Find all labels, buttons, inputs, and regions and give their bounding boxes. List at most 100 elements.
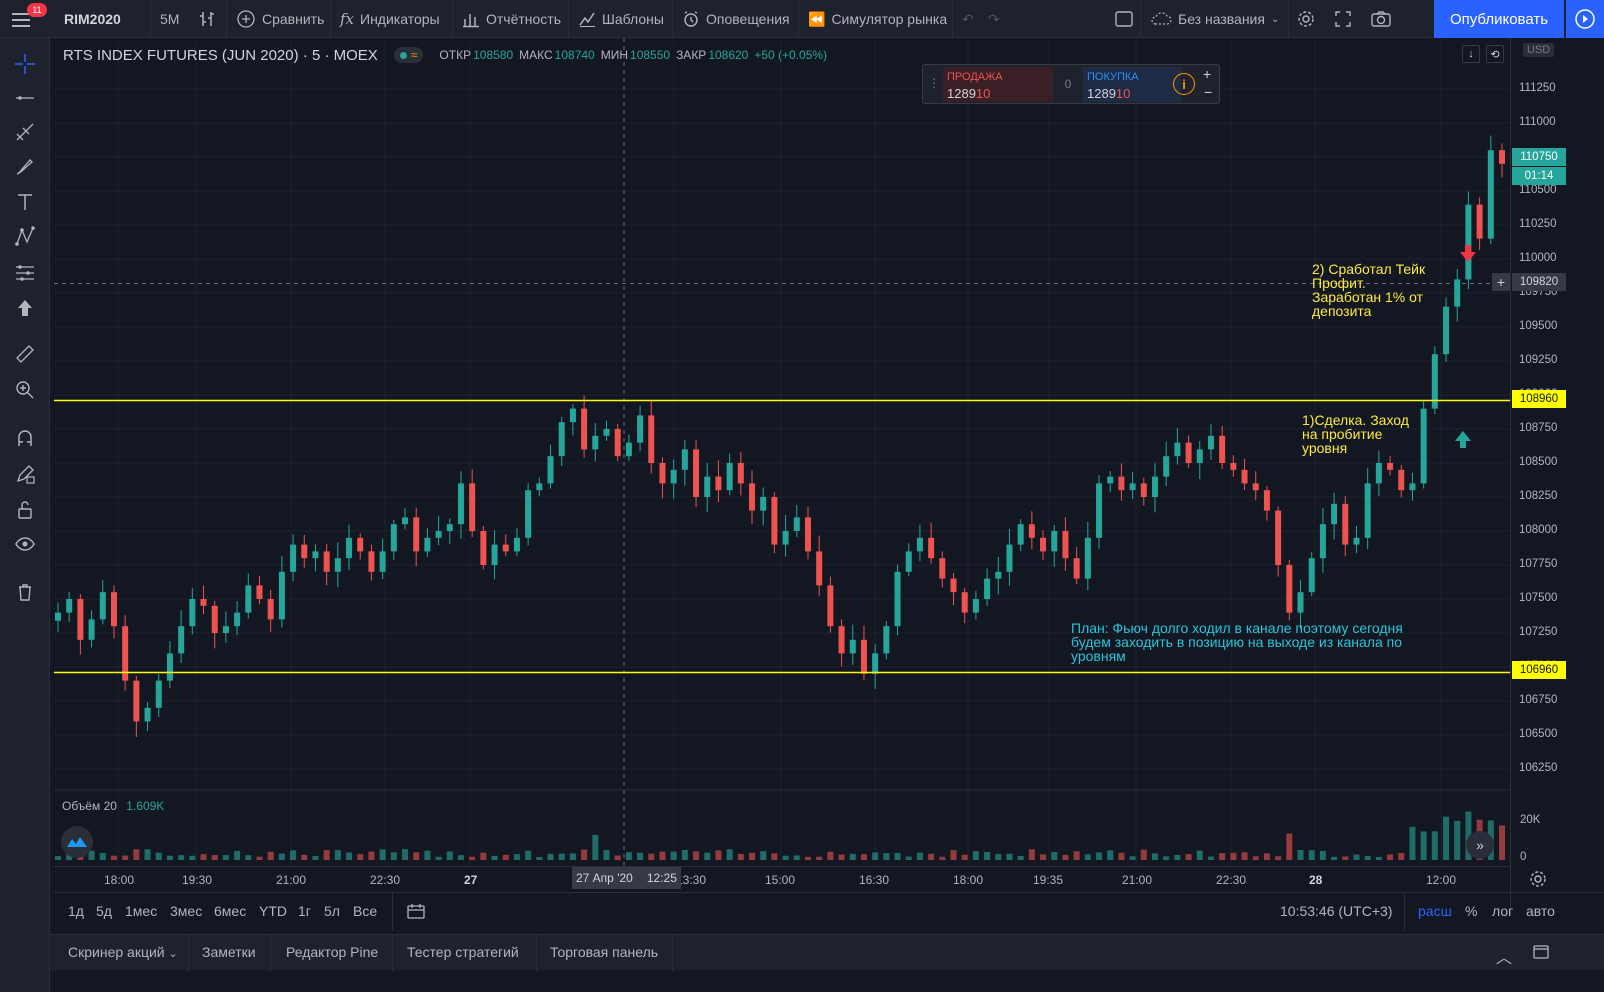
compare-button[interactable]: Сравнить xyxy=(236,0,324,38)
clock-label[interactable]: 10:53:46 (UTC+3) xyxy=(1280,903,1393,919)
eye-icon[interactable] xyxy=(11,530,39,558)
currency-label[interactable]: USD xyxy=(1523,43,1555,57)
volume-bar xyxy=(256,856,263,860)
tab-notes[interactable]: Заметки xyxy=(202,944,256,960)
volume-bar xyxy=(614,855,621,860)
range-1m[interactable]: 1мес xyxy=(125,903,158,919)
bar-style-icon[interactable] xyxy=(198,0,216,38)
menu-icon[interactable] xyxy=(12,0,36,38)
candle-body xyxy=(200,599,207,606)
deal-annotation[interactable]: 1)Сделка. Заход на пробитие уровня xyxy=(1302,412,1409,456)
alerts-button[interactable]: Оповещения xyxy=(682,0,790,38)
range-5d[interactable]: 5д xyxy=(96,903,112,919)
candle-body xyxy=(502,544,509,552)
volume-bar xyxy=(1196,850,1203,860)
magnet-icon[interactable] xyxy=(11,424,39,452)
unlock-icon[interactable] xyxy=(11,496,39,524)
open-label: ОТКР xyxy=(439,48,472,62)
brush-icon[interactable] xyxy=(11,152,39,180)
tab-strategy-tester[interactable]: Тестер стратегий xyxy=(407,944,519,960)
log-scale-toggle[interactable]: лог xyxy=(1492,903,1514,919)
volume-bar xyxy=(1499,825,1505,860)
interval-button[interactable]: 5M xyxy=(160,11,180,27)
percent-scale-toggle[interactable]: % xyxy=(1465,903,1478,919)
info-icon[interactable]: i xyxy=(1173,73,1195,95)
candle-body xyxy=(1342,503,1349,545)
tab-pine-editor[interactable]: Редактор Pine xyxy=(286,944,379,960)
candle-body xyxy=(1017,524,1024,545)
scroll-right-icon[interactable]: » xyxy=(1466,831,1494,859)
date-range-icon[interactable] xyxy=(406,903,426,924)
maximize-panel-icon[interactable] xyxy=(1532,944,1550,963)
lock-pencil-icon[interactable] xyxy=(11,460,39,488)
arrow-up-icon[interactable] xyxy=(11,294,39,322)
take-profit-annotation[interactable]: 2) Сработал Тейк Профит. Заработан 1% от… xyxy=(1312,261,1426,319)
candle-body xyxy=(715,476,722,491)
play-circle-icon[interactable] xyxy=(1566,0,1604,38)
fullscreen-frame-icon[interactable] xyxy=(1114,0,1134,38)
bar-chart-icon xyxy=(463,14,479,28)
plan-annotation[interactable]: План: Фьюч долго ходил в канале поэтому … xyxy=(1071,620,1403,664)
price-chart[interactable] xyxy=(54,38,1510,866)
redo-icon[interactable]: ↷ xyxy=(988,10,1000,27)
layout-name-button[interactable]: Без названия ⌄ xyxy=(1150,0,1279,38)
time-label: 13:30 xyxy=(676,873,707,887)
crosshair-icon[interactable] xyxy=(11,50,39,78)
candle-body xyxy=(804,517,811,552)
zoom-icon[interactable] xyxy=(11,376,39,404)
reports-button[interactable]: Отчётность xyxy=(462,0,561,38)
indicators-button[interactable]: fx Индикаторы xyxy=(340,0,440,38)
expand-icon[interactable] xyxy=(1334,0,1352,38)
buy-button[interactable]: ПОКУПКА 128910 xyxy=(1083,67,1181,102)
auto-scale-toggle[interactable]: авто xyxy=(1526,903,1555,919)
candle-body xyxy=(1073,558,1080,579)
trash-icon[interactable] xyxy=(11,578,39,606)
market-status-icon[interactable]: ≈ xyxy=(393,47,424,63)
pattern-tool-icon[interactable] xyxy=(11,222,39,250)
sell-button[interactable]: ПРОДАЖА 128910 xyxy=(943,67,1053,102)
symbol-search-button[interactable]: RIM2020 xyxy=(64,11,121,27)
range-all[interactable]: Все xyxy=(353,903,378,919)
range-1d[interactable]: 1д xyxy=(68,903,84,919)
undo-icon[interactable]: ↶ xyxy=(962,10,974,27)
templates-button[interactable]: Шаблоны xyxy=(578,0,664,38)
volume-bar xyxy=(346,852,353,860)
ruler-icon[interactable] xyxy=(11,340,39,368)
tab-trading-panel[interactable]: Торговая панель xyxy=(550,944,659,960)
candle-body xyxy=(211,605,218,633)
extended-hours-toggle[interactable]: расш xyxy=(1418,903,1452,919)
prediction-tool-icon[interactable] xyxy=(11,258,39,286)
volume-bar xyxy=(122,855,129,860)
text-tool-icon[interactable] xyxy=(11,188,39,216)
market-simulator-button[interactable]: ⏪ Симулятор рынка xyxy=(808,0,947,38)
camera-icon[interactable] xyxy=(1370,0,1392,38)
candle-body xyxy=(569,408,576,423)
candle-body xyxy=(838,626,845,654)
volume-bar xyxy=(849,853,856,860)
time-axis[interactable]: 18:00 19:30 21:00 22:30 27 13:30 15:00 1… xyxy=(54,866,1510,892)
qty-minus-icon[interactable]: − xyxy=(1204,84,1213,100)
volume-bar xyxy=(905,856,912,860)
range-6m[interactable]: 6мес xyxy=(214,903,247,919)
range-5y[interactable]: 5л xyxy=(324,903,340,919)
range-ytd[interactable]: YTD xyxy=(259,903,287,919)
chart-settings-gear-icon[interactable] xyxy=(1528,869,1548,892)
symbol-title[interactable]: RTS INDEX FUTURES (JUN 2020) · 5 · MOEX xyxy=(63,46,378,64)
scale-down-icon[interactable]: ↓ xyxy=(1462,45,1480,63)
range-1y[interactable]: 1г xyxy=(298,903,311,919)
trend-line-icon[interactable] xyxy=(11,84,39,112)
volume-bar xyxy=(1118,852,1125,860)
qty-plus-icon[interactable]: + xyxy=(1203,66,1212,82)
volume-bar xyxy=(603,849,610,860)
refresh-icon[interactable]: ⟲ xyxy=(1486,45,1504,63)
tab-stock-screener[interactable]: Скринер акций ⌄ xyxy=(68,944,178,960)
tradingview-logo-icon[interactable] xyxy=(61,826,93,858)
settings-gear-icon[interactable] xyxy=(1296,0,1316,38)
fib-tool-icon[interactable] xyxy=(11,118,39,146)
publish-button[interactable]: Опубликовать xyxy=(1434,0,1564,38)
volume-bar xyxy=(984,851,991,860)
range-3m[interactable]: 3мес xyxy=(170,903,203,919)
add-order-plus-icon[interactable]: + xyxy=(1492,273,1510,291)
candle-body xyxy=(939,558,946,579)
collapse-panel-icon[interactable]: ︿ xyxy=(1496,950,1513,967)
